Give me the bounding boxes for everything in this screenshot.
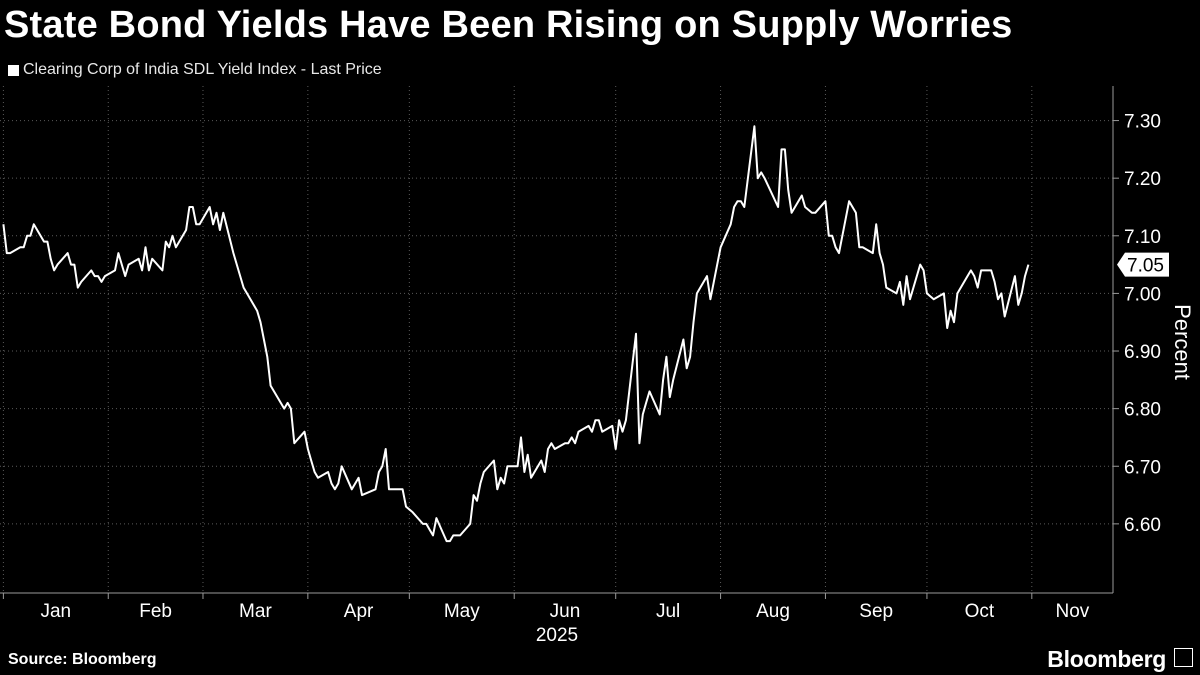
x-tick-label: Oct xyxy=(965,601,995,622)
y-tick-label: 6.80 xyxy=(1124,400,1161,421)
y-tick-label: 7.20 xyxy=(1124,169,1161,190)
brand-logo: Bloomberg xyxy=(1047,646,1166,672)
legend: Clearing Corp of India SDL Yield Index -… xyxy=(8,61,382,79)
y-tick-label: 6.70 xyxy=(1124,457,1161,478)
x-tick-label: Jul xyxy=(656,601,680,622)
x-tick-label: May xyxy=(444,601,480,622)
y-tick-label: 7.00 xyxy=(1124,284,1161,305)
last-value-label-group: 7.05 xyxy=(1117,252,1169,277)
gridlines xyxy=(0,86,1113,593)
legend-label: Clearing Corp of India SDL Yield Index -… xyxy=(23,61,382,78)
legend-swatch xyxy=(8,64,19,76)
series-line xyxy=(2,125,1030,543)
chart-title: State Bond Yields Have Been Rising on Su… xyxy=(4,4,1013,46)
y-tick-label: 6.90 xyxy=(1124,342,1161,363)
last-value-badge xyxy=(1117,252,1169,277)
x-tick-label: Nov xyxy=(1056,601,1090,622)
y-tick-label: 7.30 xyxy=(1124,112,1161,133)
x-tick-label: Aug xyxy=(756,601,790,622)
last-value-label: 7.05 xyxy=(1127,256,1164,277)
x-tick-label: Mar xyxy=(239,601,272,622)
y-tick-label: 6.60 xyxy=(1124,515,1161,536)
y-axis: 6.60 6.70 6.80 6.90 7.00 7.10 7.20 7.30 xyxy=(1112,86,1161,593)
y-axis-label: Percent xyxy=(1170,304,1195,380)
x-tick-label: Feb xyxy=(139,601,172,622)
x-tick-label: Sep xyxy=(859,601,893,622)
x-tick-label: Jun xyxy=(550,601,581,622)
x-axis-year-label: 2025 xyxy=(536,625,578,646)
x-axis: Jan Feb Mar Apr May Jun Jul Aug Sep Oct Nov xyxy=(0,592,1113,622)
series-layer xyxy=(2,125,1030,543)
source-note: Source: Bloomberg xyxy=(8,651,157,668)
x-tick-label: Apr xyxy=(344,601,374,622)
x-tick-label: Jan xyxy=(40,601,71,622)
y-tick-label: 7.10 xyxy=(1124,227,1161,248)
chart-logo-icon xyxy=(1174,648,1193,667)
